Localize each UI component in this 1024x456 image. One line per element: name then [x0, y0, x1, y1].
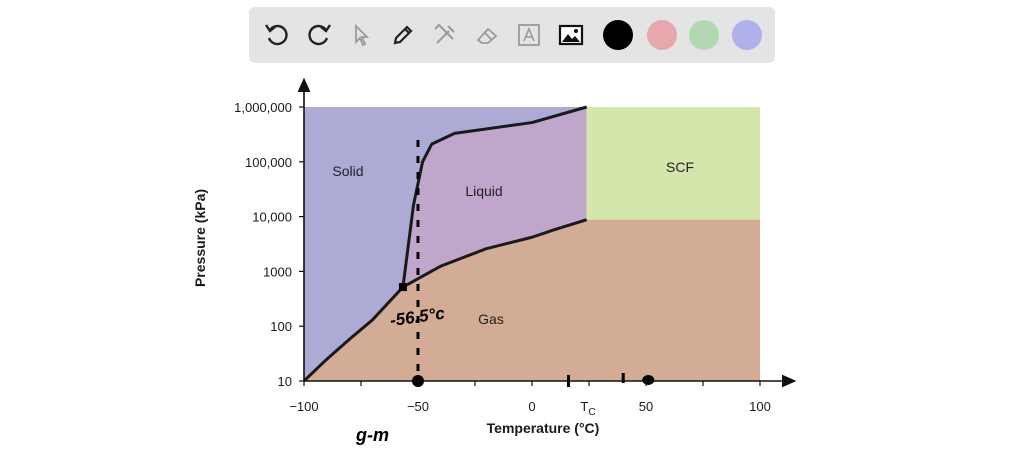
color-green-swatch[interactable]: [689, 20, 719, 50]
text-box-button[interactable]: [509, 15, 549, 55]
color-purple-swatch[interactable]: [732, 20, 762, 50]
region-label-solid: Solid: [332, 163, 363, 179]
x-tick-label: 50: [639, 399, 653, 414]
pen-button[interactable]: [383, 15, 423, 55]
pen-icon: [393, 25, 413, 45]
y-tick-label: 10: [278, 374, 292, 389]
eraser-icon: [476, 27, 498, 44]
undo-button[interactable]: [257, 15, 297, 55]
redo-icon: [308, 24, 331, 46]
handwritten-note: g-m: [355, 425, 389, 445]
region-gas: [304, 219, 760, 381]
region-label-gas: Gas: [478, 311, 504, 327]
tools-button[interactable]: [425, 15, 465, 55]
region-label-liquid: Liquid: [465, 183, 502, 199]
select-button[interactable]: [341, 15, 381, 55]
y-tick-label: 10,000: [252, 210, 292, 225]
handwritten-dot-50: [642, 375, 655, 385]
region-liquid: [304, 107, 587, 381]
select-pointer-icon: [355, 23, 370, 47]
tools-icon: [434, 23, 455, 44]
y-tick-label: 1000: [263, 264, 292, 279]
melting-curve: [401, 105, 588, 288]
region-solid: [304, 107, 587, 381]
color-pink-swatch[interactable]: [647, 20, 677, 50]
phase-diagram: −100 −50 0 50 100 10 100 1000 10,000 100,000 1,000…: [192, 77, 797, 445]
y-tick-label: 1,000,000: [234, 100, 292, 115]
region-label-scf: SCF: [666, 159, 694, 175]
y-tick-label: 100: [270, 319, 292, 334]
y-tick-label: 100,000: [245, 155, 292, 170]
x-tick-label: −50: [407, 399, 429, 414]
x-tick-label: −100: [289, 399, 318, 414]
x-axis-label: Temperature (°C): [487, 420, 600, 436]
undo-icon: [265, 24, 288, 46]
y-axis-label: Pressure (kPa): [192, 189, 208, 287]
color-black-swatch[interactable]: [603, 20, 633, 50]
x-tick-label: 0: [528, 399, 535, 414]
vaporization-curve: [302, 218, 588, 383]
x-tick-tc: TC: [580, 399, 595, 418]
redo-button[interactable]: [299, 15, 339, 55]
eraser-button[interactable]: [467, 15, 507, 55]
annotation-toolbar: [249, 7, 775, 63]
triple-point-marker: [398, 283, 407, 292]
image-icon: [558, 24, 584, 46]
x-tick-label: 100: [749, 399, 771, 414]
region-scf: [586, 107, 760, 220]
image-button[interactable]: [551, 15, 591, 55]
text-box-icon: [518, 24, 540, 46]
